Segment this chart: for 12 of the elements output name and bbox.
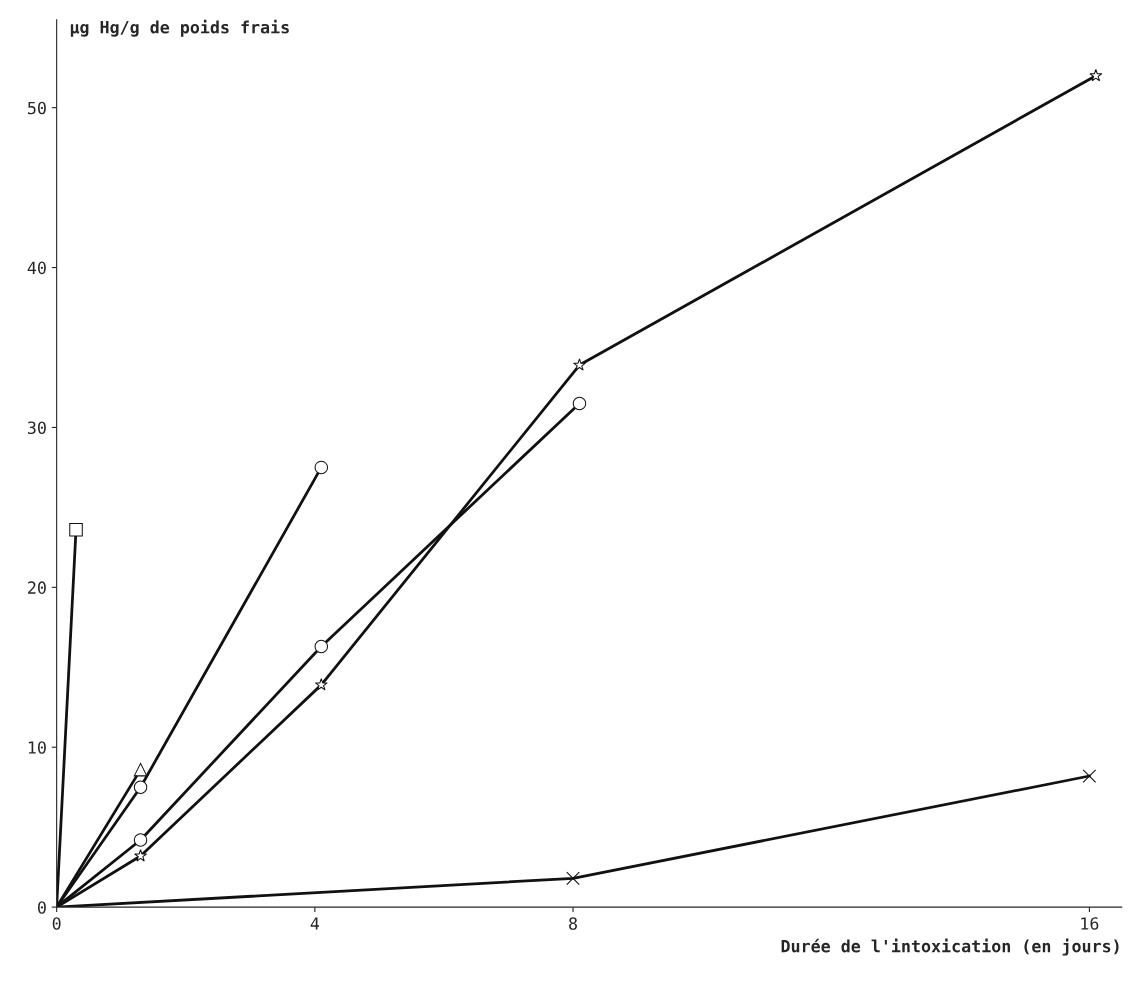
x-tick-label: 4 bbox=[310, 917, 320, 930]
y-axis-title: µg Hg/g de poids frais bbox=[70, 19, 289, 37]
x-tick-label: 16 bbox=[1081, 917, 1099, 930]
y-tick-label: 50 bbox=[28, 101, 46, 115]
y-tick-label: 20 bbox=[28, 581, 46, 594]
y-tick-label: 10 bbox=[28, 741, 46, 754]
y-tick-label: 40 bbox=[27, 261, 46, 275]
y-tick-label: 0 bbox=[37, 901, 46, 914]
y-tick-label: 30 bbox=[27, 421, 46, 435]
x-tick-label: 0 bbox=[52, 917, 61, 930]
x-axis-title: Durée de l'intoxication (en jours) bbox=[781, 938, 1119, 956]
x-tick-label: 8 bbox=[569, 917, 577, 930]
